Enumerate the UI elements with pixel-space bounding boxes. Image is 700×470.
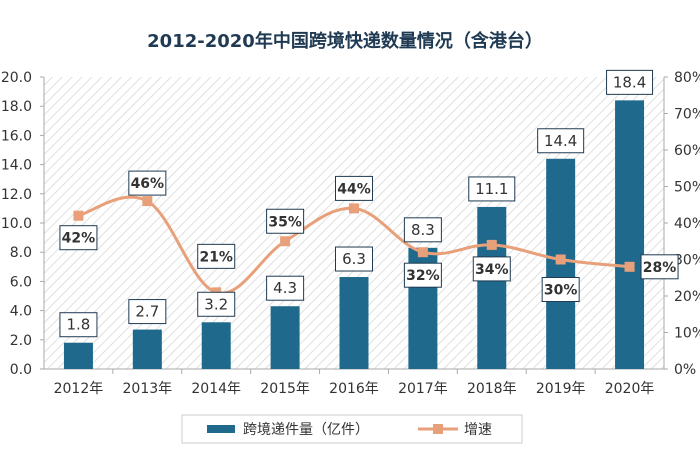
bar-value-label: 18.4	[613, 73, 646, 91]
y-right-tick-label: 20%	[674, 289, 700, 305]
bar-value-label-box	[403, 217, 442, 243]
bar	[270, 306, 300, 369]
data-labels: 1.8 2.7 3.2 4.3 6.3 8.3 11.1 14.4 18.4 42% 46% 21% 3…	[59, 69, 679, 338]
y-left-tick-label: 0.0	[10, 362, 32, 378]
bar	[477, 206, 507, 369]
growth-value-label: 35%	[268, 214, 302, 230]
growth-line	[78, 195, 630, 295]
bar-value-label: 4.3	[273, 279, 297, 297]
y-left-tick-label: 2.0	[10, 333, 32, 349]
bar-value-label: 14.4	[544, 132, 577, 150]
bar-value-label: 2.7	[135, 303, 159, 321]
bar-value-label-box	[537, 128, 585, 154]
growth-point	[142, 196, 153, 207]
bar-value-label: 3.2	[204, 295, 228, 313]
y-right-tick-label: 50%	[674, 180, 700, 196]
growth-value-label-box	[335, 175, 373, 201]
bar	[63, 342, 93, 369]
y-left-tick-label: 20.0	[1, 70, 32, 86]
growth-point	[486, 239, 497, 250]
growth-value-label: 44%	[337, 181, 371, 197]
bar-value-label-box	[128, 299, 167, 325]
growth-value-label-box	[541, 277, 580, 302]
y-left-tick-label: 16.0	[1, 128, 32, 144]
growth-point	[417, 247, 428, 258]
y-left-tick-label: 6.0	[10, 274, 32, 290]
legend-line-label: 增速	[464, 422, 492, 438]
y-left-tick-label: 10.0	[1, 216, 32, 232]
bar	[615, 100, 645, 370]
growth-value-label: 32%	[406, 268, 440, 284]
bar	[201, 322, 231, 369]
growth-value-label: 28%	[643, 260, 677, 276]
legend-bar-label: 跨境递件量（亿件）	[243, 422, 369, 438]
y-left-tick-label: 12.0	[1, 187, 32, 203]
growth-value-label: 42%	[62, 231, 96, 247]
growth-value-label-box	[197, 243, 236, 269]
y-right-tick-label: 70%	[674, 107, 700, 123]
legend-box	[181, 414, 523, 444]
bar-value-label-box	[468, 176, 516, 202]
x-tick-label: 2016年	[329, 381, 379, 397]
growth-value-label-box	[472, 256, 511, 282]
growth-point	[280, 236, 291, 247]
growth-point	[73, 210, 84, 221]
bar-value-label: 8.3	[411, 221, 435, 239]
y-right-tick-label: 10%	[674, 326, 700, 342]
y-right-tick-label: 80%	[674, 70, 700, 86]
growth-value-label: 30%	[544, 283, 578, 299]
growth-point	[349, 203, 359, 214]
growth-value-label-box	[640, 254, 679, 280]
legend-line-marker	[433, 424, 443, 434]
y-left-tick-label: 18.0	[1, 99, 32, 115]
x-tick-label: 2018年	[467, 381, 517, 397]
y-right-tick-label: 60%	[674, 143, 700, 159]
growth-value-label: 21%	[199, 249, 233, 265]
growth-value-label: 34%	[475, 262, 509, 278]
x-tick-label: 2017年	[398, 381, 448, 397]
bar-value-label: 11.1	[475, 180, 508, 198]
x-tick-label: 2020年	[605, 381, 655, 397]
bar-value-label-box	[606, 69, 654, 95]
legend-bar-swatch	[207, 425, 235, 433]
growth-value-label-box	[403, 262, 442, 288]
y-left-tick-label: 4.0	[10, 304, 32, 320]
growth-point	[624, 261, 635, 272]
growth-line-series	[73, 195, 635, 298]
growth-point	[555, 254, 566, 265]
bar-value-label-box	[59, 312, 98, 338]
x-tick-label: 2014年	[191, 381, 241, 397]
growth-value-label-box	[266, 208, 305, 234]
legend: 跨境递件量（亿件） 增速	[181, 414, 523, 444]
x-tick-label: 2019年	[536, 381, 586, 397]
growth-value-label: 46%	[131, 176, 165, 192]
chart-title: 2012-2020年中国跨境快递数量情况（含港台）	[147, 30, 543, 52]
x-tick-label: 2012年	[54, 381, 104, 397]
bar-value-label-box	[335, 246, 373, 272]
bar-value-label: 6.3	[342, 250, 366, 268]
y-right-tick-label: 0%	[674, 362, 696, 378]
x-tick-label: 2015年	[260, 381, 310, 397]
y-right-tick-label: 40%	[674, 216, 700, 232]
y-left-tick-label: 8.0	[10, 245, 32, 261]
growth-value-label-box	[128, 170, 167, 196]
bar-value-label-box	[266, 275, 305, 301]
y-left-tick-label: 14.0	[1, 158, 32, 174]
bar	[132, 329, 162, 369]
bar-value-label-box	[197, 291, 236, 317]
bar-value-label: 1.8	[67, 316, 91, 334]
y-right-tick-label: 30%	[674, 253, 700, 269]
bar	[339, 277, 369, 369]
x-tick-label: 2013年	[123, 381, 173, 397]
bar-series	[63, 100, 645, 370]
growth-value-label-box	[59, 225, 98, 251]
